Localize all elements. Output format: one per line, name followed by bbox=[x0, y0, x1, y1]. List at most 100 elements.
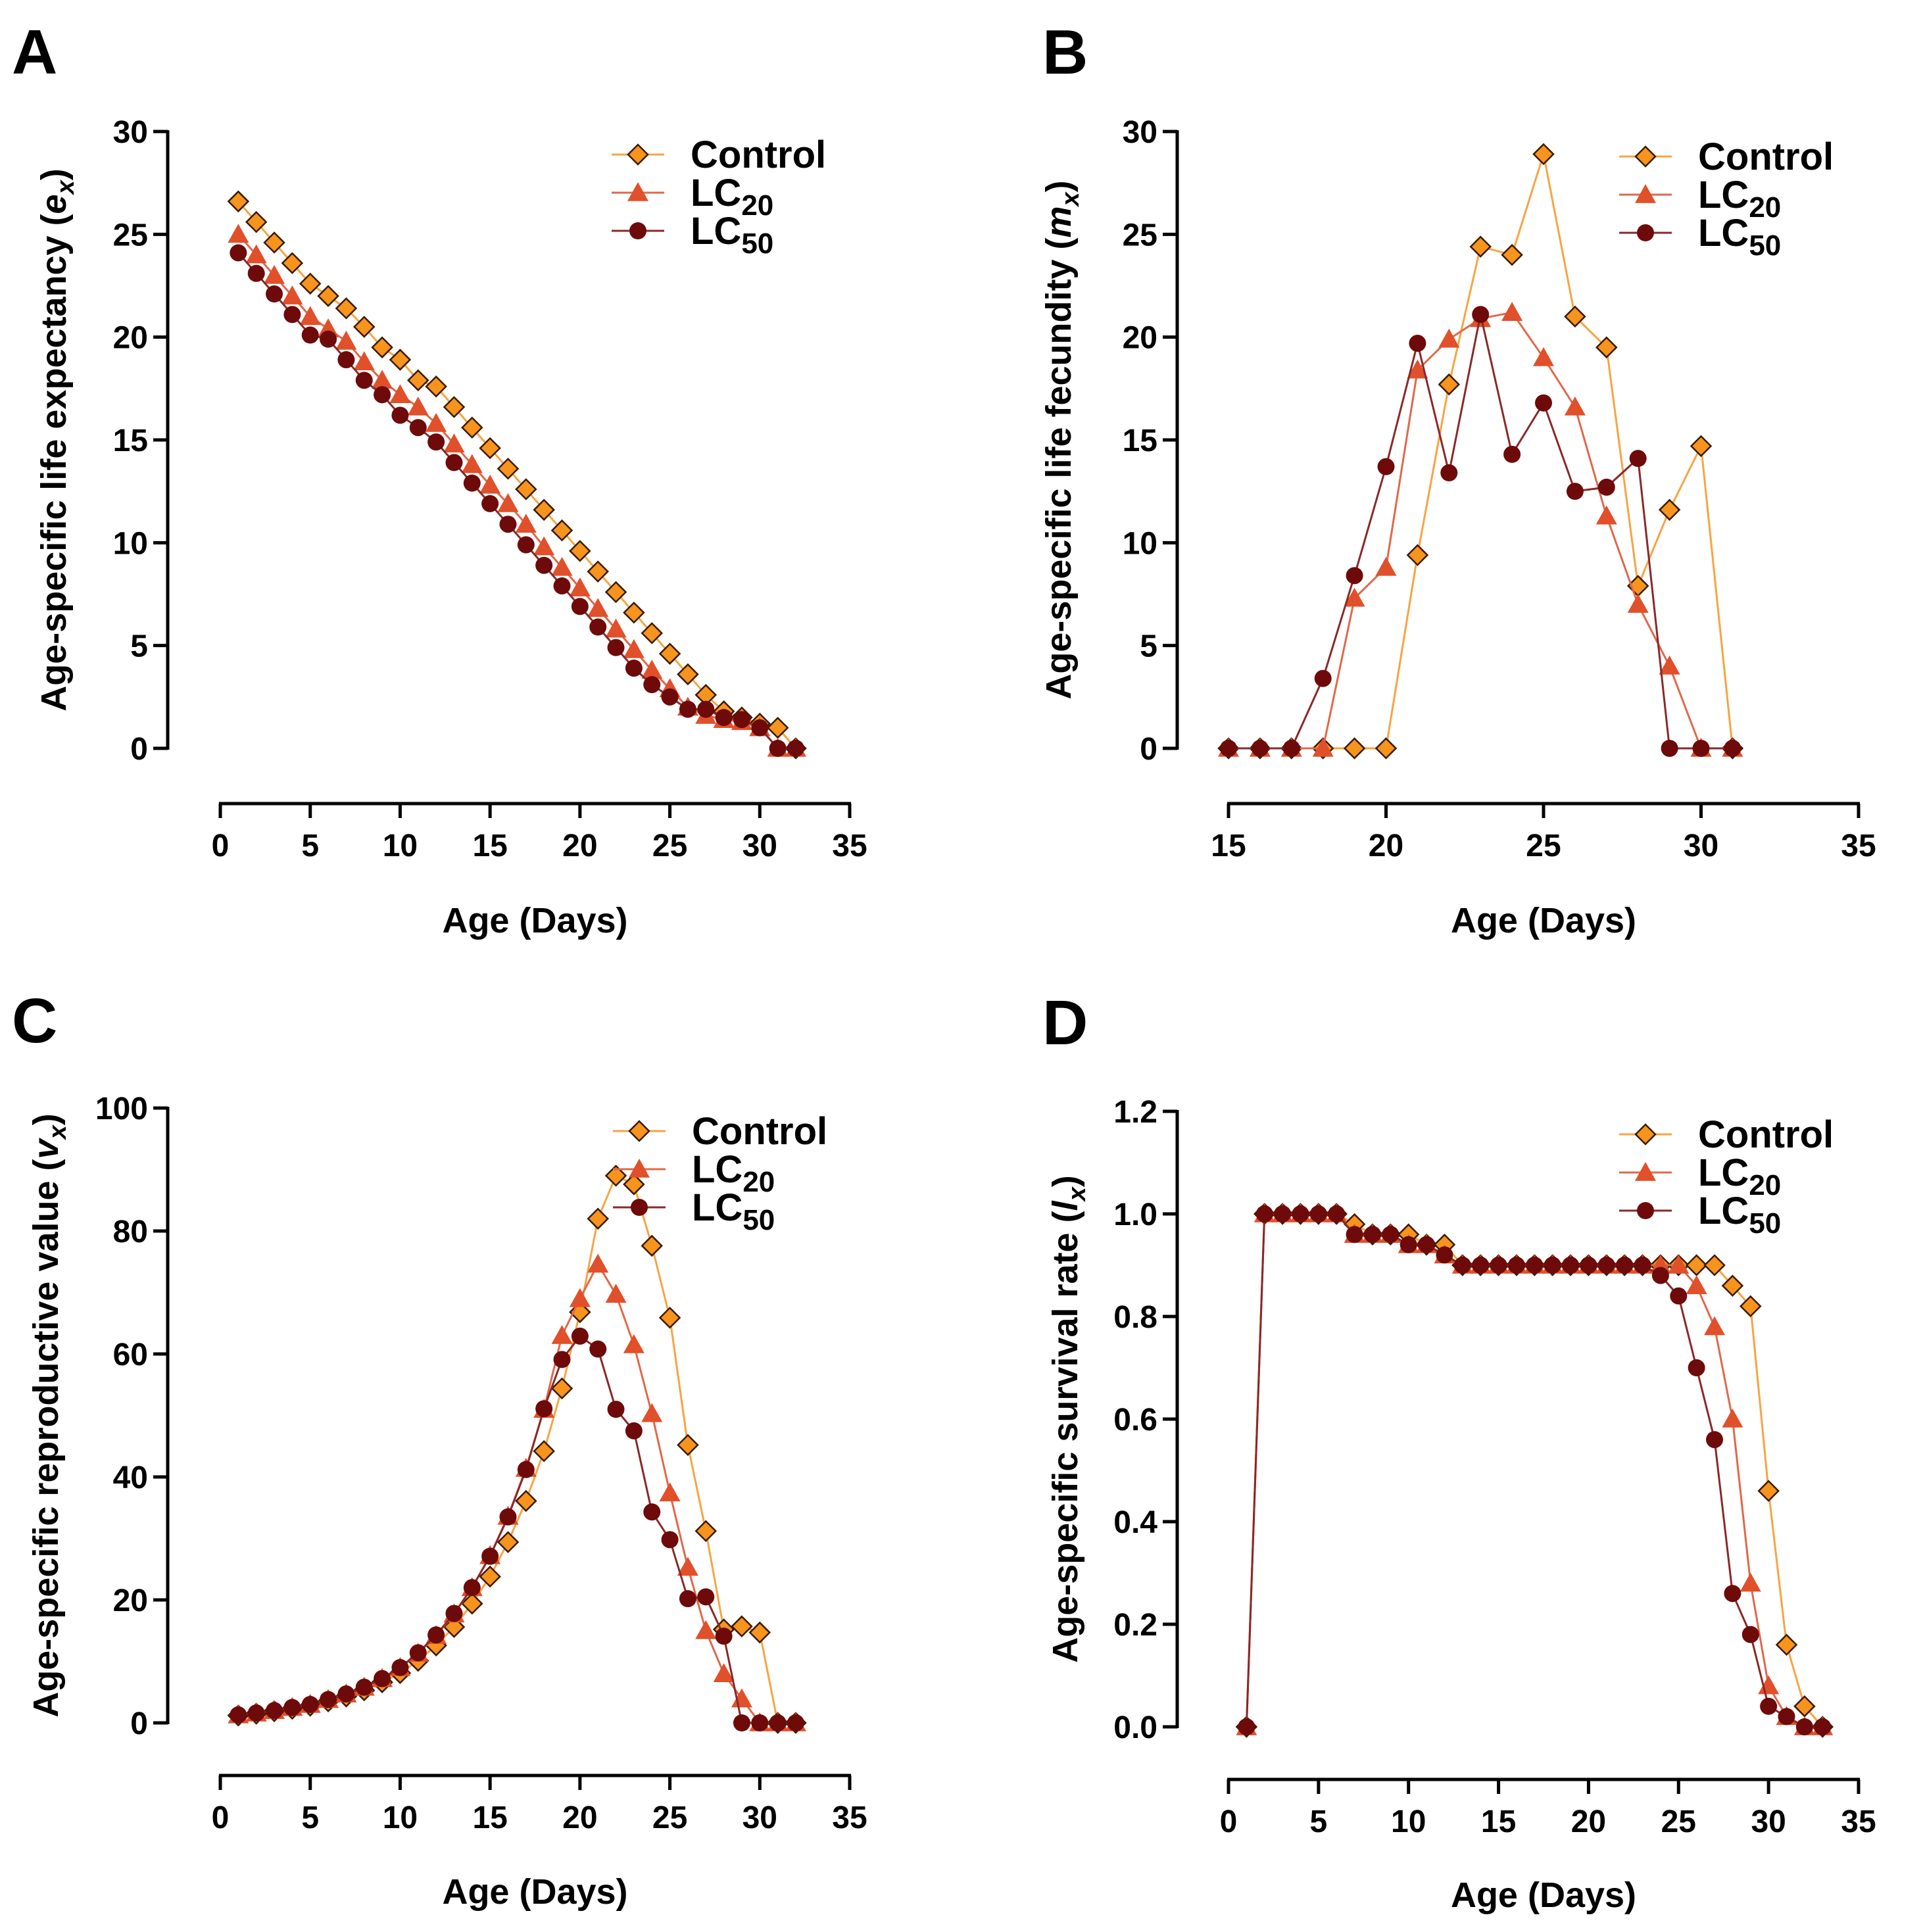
data-point bbox=[694, 1520, 718, 1543]
data-point bbox=[1346, 567, 1363, 585]
y-axis-title-text: Age-specific life expectancy ( bbox=[34, 214, 74, 711]
data-point bbox=[461, 1592, 483, 1615]
legend-subscript: 50 bbox=[741, 228, 773, 260]
y-tick-label: 30 bbox=[1123, 115, 1157, 150]
y-tick-label: 0.2 bbox=[1113, 1608, 1157, 1643]
data-point bbox=[497, 493, 519, 512]
data-point bbox=[1501, 302, 1523, 321]
data-point bbox=[371, 336, 393, 359]
data-point bbox=[409, 419, 427, 437]
series-line bbox=[237, 233, 796, 750]
data-point bbox=[481, 1547, 499, 1565]
legend-subscript: 50 bbox=[742, 1204, 775, 1236]
panel-letter: D bbox=[1042, 988, 1088, 1058]
y-tick-label: 5 bbox=[1140, 629, 1157, 664]
data-point bbox=[1526, 1257, 1544, 1274]
data-point bbox=[263, 231, 285, 254]
data-point bbox=[535, 1400, 553, 1418]
data-point bbox=[335, 330, 357, 350]
data-point bbox=[551, 556, 573, 576]
data-point bbox=[1375, 737, 1398, 760]
data-point bbox=[1668, 1255, 1690, 1274]
data-point bbox=[677, 1434, 699, 1457]
data-point bbox=[571, 598, 589, 616]
data-point bbox=[641, 1403, 663, 1422]
x-axis-title: Age (Days) bbox=[442, 901, 627, 940]
data-point bbox=[479, 437, 501, 460]
series-lc50 bbox=[1238, 1205, 1832, 1735]
data-point bbox=[677, 1557, 698, 1576]
data-point bbox=[479, 474, 501, 494]
data-point bbox=[641, 1234, 663, 1257]
data-point bbox=[643, 676, 661, 694]
data-point bbox=[1309, 1205, 1327, 1222]
legend-name: LC bbox=[691, 172, 741, 214]
data-point bbox=[751, 719, 769, 737]
data-point bbox=[1703, 1254, 1726, 1276]
data-point bbox=[1328, 1205, 1346, 1222]
data-point bbox=[1533, 347, 1554, 366]
data-point bbox=[1407, 359, 1428, 379]
data-point bbox=[426, 412, 447, 432]
data-point bbox=[787, 740, 804, 757]
data-point bbox=[391, 1658, 409, 1676]
y-tick-label: 20 bbox=[113, 1583, 148, 1618]
x-tick-label: 25 bbox=[652, 829, 687, 863]
data-point bbox=[1564, 396, 1586, 416]
data-point bbox=[1692, 740, 1710, 757]
data-point bbox=[355, 1678, 373, 1696]
y-tick-label: 25 bbox=[1123, 218, 1157, 253]
x-tick-label: 20 bbox=[562, 829, 597, 863]
x-tick-label: 0 bbox=[1220, 1804, 1238, 1839]
legend-name: Control bbox=[691, 133, 826, 176]
y-axis-title-close: ) bbox=[1046, 1175, 1085, 1187]
legend-subscript: 20 bbox=[741, 189, 773, 222]
data-point bbox=[658, 642, 681, 665]
data-point bbox=[247, 264, 265, 282]
data-point bbox=[1670, 1287, 1688, 1305]
data-point bbox=[1659, 655, 1680, 675]
data-point bbox=[553, 577, 571, 594]
data-point bbox=[1597, 1257, 1615, 1274]
series-line bbox=[1229, 311, 1733, 750]
data-point bbox=[533, 498, 555, 521]
legend-marker bbox=[631, 1199, 648, 1216]
x-tick-label: 5 bbox=[301, 829, 319, 863]
legend-marker bbox=[1634, 145, 1657, 168]
data-point bbox=[769, 1714, 787, 1731]
legend-name: Control bbox=[1698, 1113, 1834, 1156]
legend-label: LC50 bbox=[692, 1186, 775, 1236]
data-point bbox=[787, 1714, 804, 1731]
x-tick-label: 5 bbox=[301, 1800, 319, 1835]
data-point bbox=[607, 639, 625, 656]
data-point bbox=[1346, 1226, 1363, 1244]
y-axis-title-close: ) bbox=[34, 168, 74, 180]
y-axis-title-subscript: x bbox=[1057, 191, 1084, 207]
data-point bbox=[1314, 669, 1332, 687]
data-point bbox=[427, 433, 445, 451]
data-point bbox=[697, 700, 715, 718]
legend-subscript: 20 bbox=[1749, 1169, 1781, 1201]
series-lc50 bbox=[230, 1327, 804, 1731]
legend-name: LC bbox=[1698, 1151, 1749, 1194]
data-point bbox=[535, 556, 553, 574]
data-point bbox=[389, 384, 411, 404]
y-tick-label: 1.0 bbox=[1113, 1197, 1157, 1232]
legend-marker bbox=[629, 1159, 650, 1178]
data-point bbox=[1274, 1205, 1292, 1222]
data-point bbox=[533, 1439, 555, 1462]
x-tick-label: 25 bbox=[1526, 829, 1561, 863]
x-tick-label: 15 bbox=[472, 1800, 507, 1835]
data-point bbox=[695, 1620, 717, 1639]
y-tick-label: 80 bbox=[113, 1215, 148, 1249]
data-point bbox=[1616, 1257, 1634, 1274]
data-point bbox=[1418, 1236, 1436, 1253]
y-tick-label: 0.8 bbox=[1113, 1300, 1157, 1335]
data-point bbox=[445, 454, 463, 471]
series-lc20 bbox=[1236, 1203, 1834, 1735]
data-point bbox=[515, 478, 537, 500]
y-tick-label: 25 bbox=[113, 218, 148, 253]
data-point bbox=[1438, 328, 1460, 348]
